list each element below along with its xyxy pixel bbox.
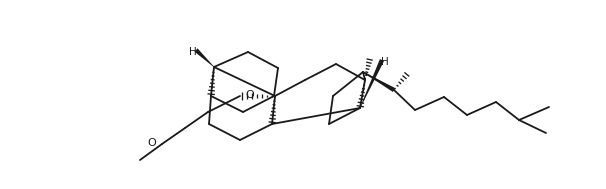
- Text: O: O: [245, 90, 254, 100]
- Text: H: H: [189, 47, 197, 57]
- Polygon shape: [195, 48, 214, 67]
- Text: O: O: [147, 138, 156, 148]
- Text: H: H: [381, 57, 389, 67]
- Polygon shape: [360, 59, 384, 108]
- Polygon shape: [363, 72, 395, 92]
